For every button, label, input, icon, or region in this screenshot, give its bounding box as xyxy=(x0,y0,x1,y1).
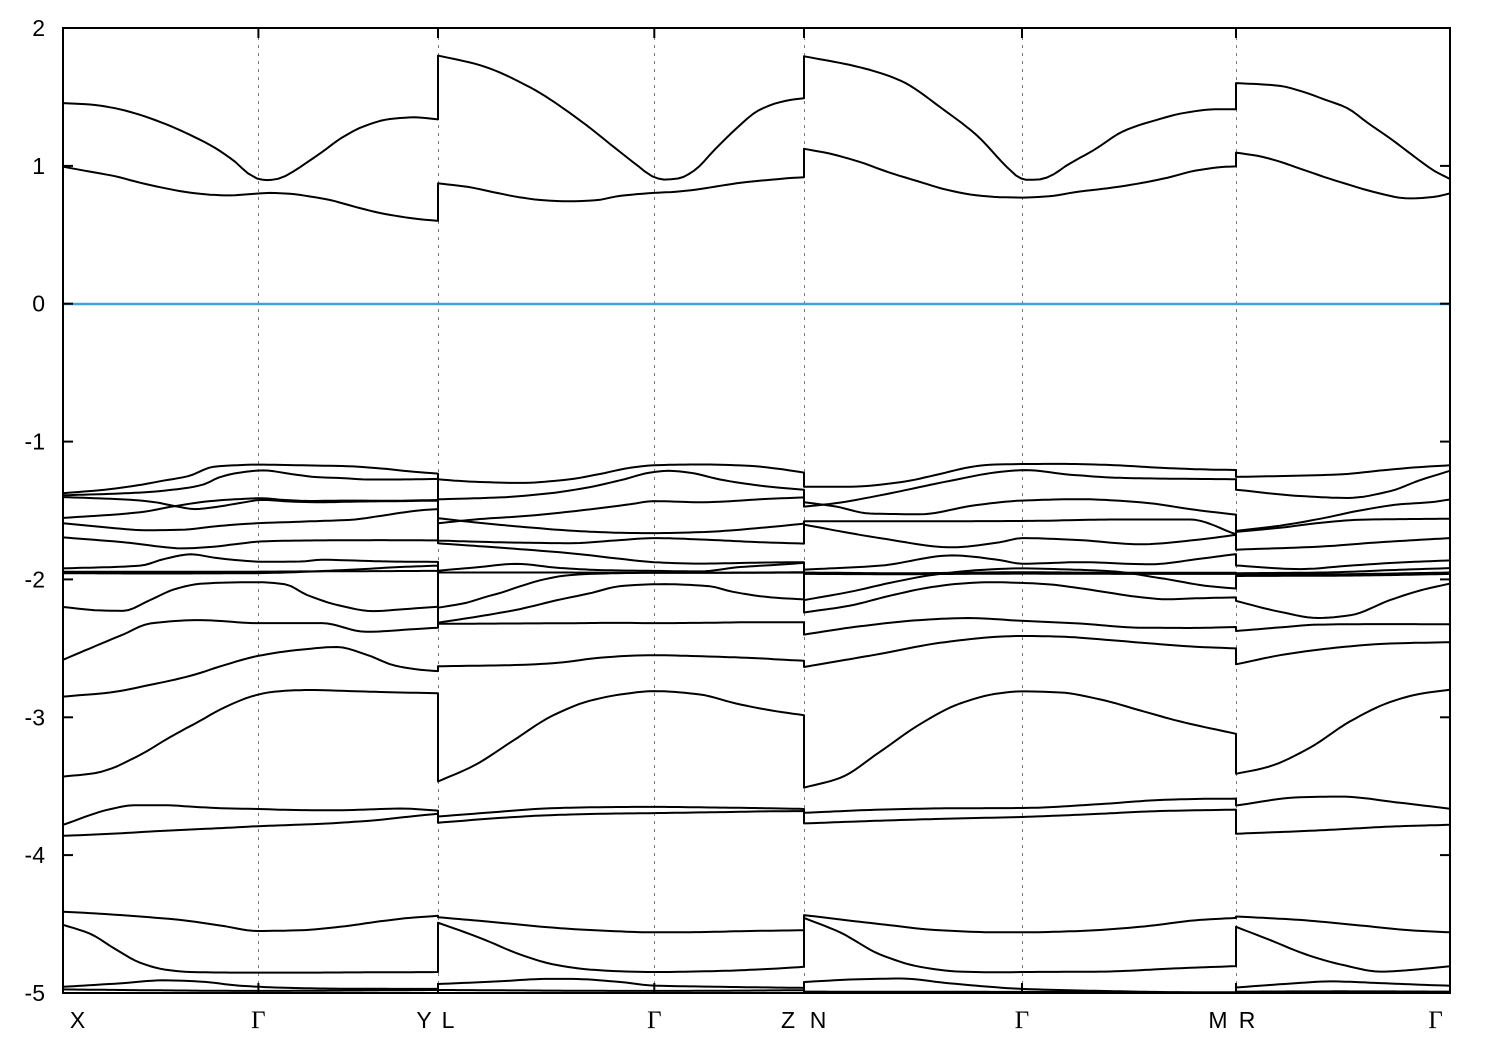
svg-text:-5: -5 xyxy=(25,980,45,1006)
svg-text:Γ: Γ xyxy=(1015,1007,1029,1034)
svg-text:Γ: Γ xyxy=(251,1007,265,1034)
svg-text:0: 0 xyxy=(32,291,45,317)
svg-text:Γ: Γ xyxy=(647,1007,661,1034)
svg-text:-3: -3 xyxy=(25,704,45,730)
svg-text:-4: -4 xyxy=(25,842,46,868)
svg-text:2: 2 xyxy=(32,15,45,41)
svg-text:R: R xyxy=(1239,1007,1256,1033)
svg-text:Z: Z xyxy=(781,1007,795,1033)
svg-text:1: 1 xyxy=(32,153,45,179)
svg-text:X: X xyxy=(70,1007,85,1033)
svg-text:-2: -2 xyxy=(25,566,45,592)
svg-text:-1: -1 xyxy=(25,429,45,455)
svg-text:L: L xyxy=(442,1007,455,1033)
svg-text:N: N xyxy=(810,1007,827,1033)
svg-text:Γ: Γ xyxy=(1428,1007,1442,1034)
svg-text:M: M xyxy=(1208,1007,1227,1033)
svg-text:Y: Y xyxy=(416,1007,431,1033)
